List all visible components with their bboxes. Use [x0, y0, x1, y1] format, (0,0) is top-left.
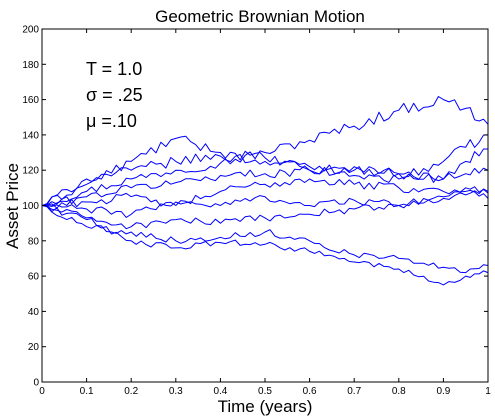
parameter-label: T = 1.0: [86, 59, 142, 79]
y-tick-label: 180: [22, 60, 39, 71]
x-tick-label: 0.5: [258, 386, 272, 397]
y-tick-label: 120: [22, 166, 39, 177]
x-tick-label: 0.7: [347, 386, 361, 397]
y-tick-label: 40: [28, 307, 40, 318]
price-path-line: [41, 205, 489, 274]
price-path-line: [41, 178, 489, 209]
x-tick-label: 0.8: [392, 386, 406, 397]
x-axis-label: Time (years): [218, 397, 313, 416]
y-tick-label: 140: [22, 130, 39, 141]
x-tick-label: 0.3: [169, 386, 183, 397]
paths-group: [41, 96, 489, 286]
y-tick-label: 200: [22, 25, 39, 36]
y-axis-label: Asset Price: [3, 163, 22, 249]
parameter-annotations: T = 1.0 σ = .25 μ =.10: [86, 59, 143, 131]
plot-frame: [41, 28, 489, 383]
ticks-group: 0 0.1 0.2 0.3 0.4 0.5 0.6 0.7 0.8 0.9 1 0 20 40 60 80 10…: [22, 25, 491, 398]
price-path-line: [41, 134, 489, 206]
parameter-label: μ =.10: [86, 111, 137, 131]
price-path-line: [41, 189, 489, 230]
y-tick-label: 160: [22, 95, 39, 106]
x-tick-label: 0.2: [124, 386, 138, 397]
price-path-line: [41, 165, 489, 206]
chart-title: Geometric Brownian Motion: [155, 7, 365, 26]
x-tick-label: 0.9: [436, 386, 450, 397]
price-path-line: [41, 96, 489, 207]
x-tick-label: 0: [39, 386, 45, 397]
price-path-line: [41, 205, 489, 286]
price-path-line: [41, 188, 489, 218]
parameter-label: σ = .25: [86, 85, 143, 105]
x-tick-label: 1: [485, 386, 491, 397]
y-tick-label: 80: [28, 236, 40, 247]
x-tick-label: 0.6: [303, 386, 317, 397]
y-tick-label: 60: [28, 272, 40, 283]
x-tick-label: 0.4: [213, 386, 227, 397]
y-tick-label: 100: [22, 201, 39, 212]
price-path-line: [41, 148, 488, 206]
y-tick-label: 20: [28, 342, 40, 353]
y-tick-label: 0: [33, 378, 39, 389]
x-tick-label: 0.1: [80, 386, 94, 397]
